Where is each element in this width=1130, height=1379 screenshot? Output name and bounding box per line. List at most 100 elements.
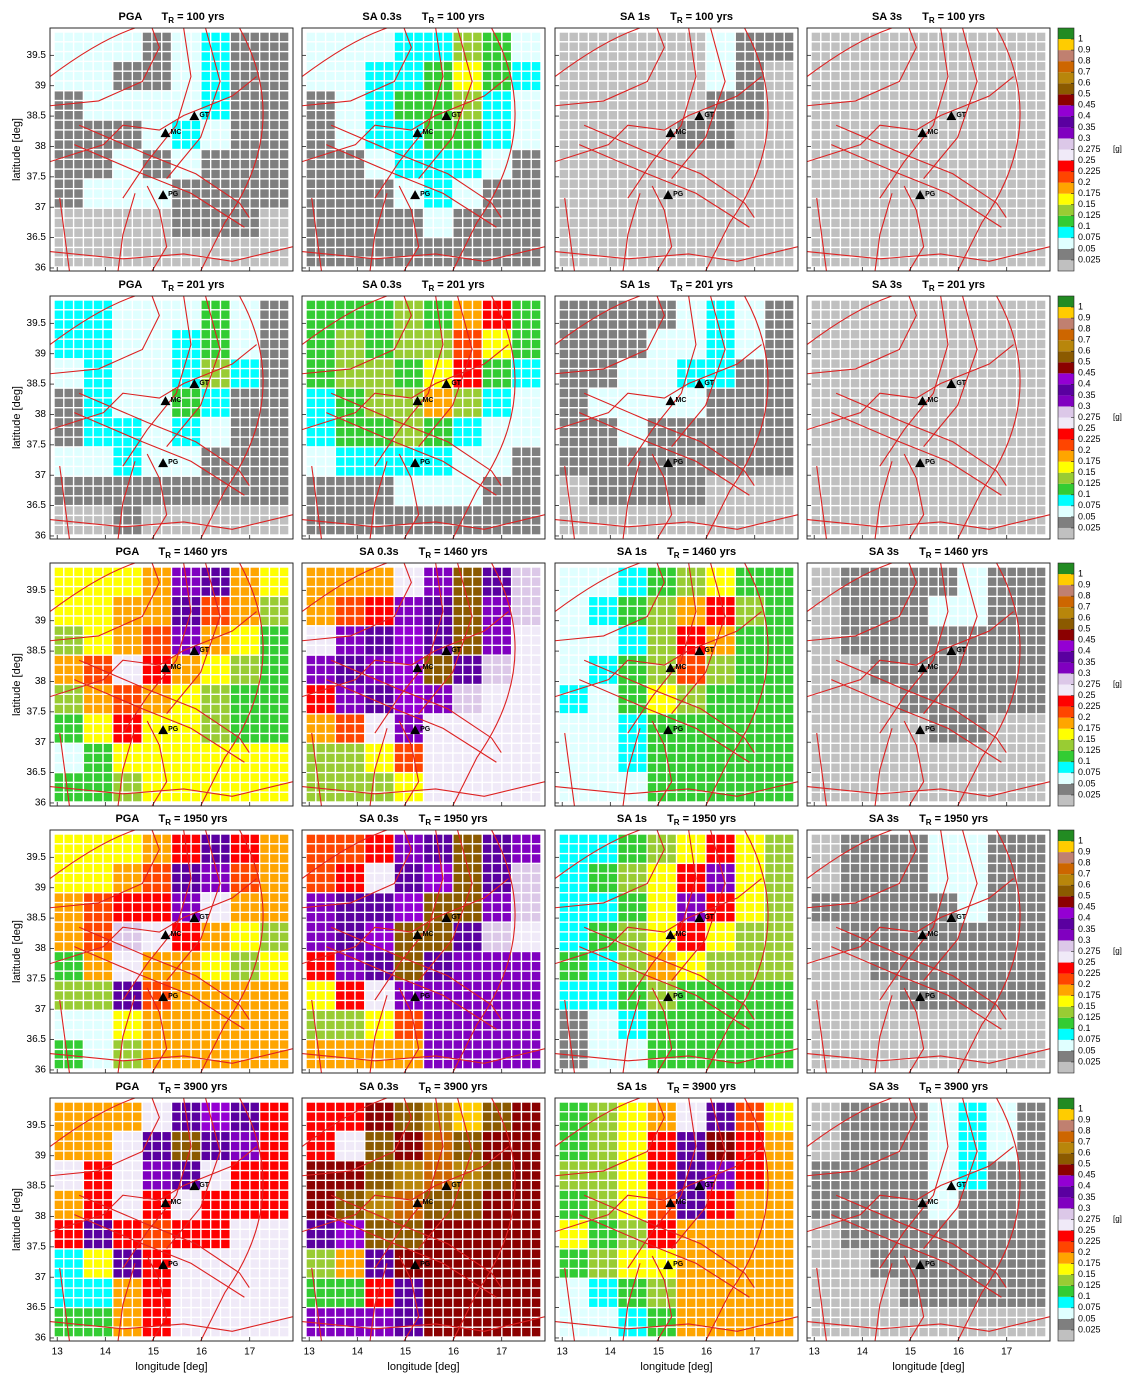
grid-cell bbox=[609, 457, 617, 465]
grid-cell bbox=[841, 448, 849, 456]
grid-cell bbox=[113, 607, 121, 615]
grid-cell bbox=[395, 258, 403, 266]
grid-cell bbox=[658, 438, 666, 446]
grid-cell bbox=[133, 248, 141, 256]
grid-cell bbox=[998, 91, 1006, 99]
grid-cell bbox=[414, 170, 422, 178]
grid-cell bbox=[454, 438, 462, 446]
grid-cell bbox=[939, 121, 947, 129]
grid-cell bbox=[726, 219, 734, 227]
grid-cell bbox=[949, 199, 957, 207]
grid-cell bbox=[812, 72, 820, 80]
grid-cell bbox=[270, 131, 278, 139]
grid-cell bbox=[385, 428, 393, 436]
grid-cell bbox=[522, 359, 530, 367]
grid-cell bbox=[599, 101, 607, 109]
grid-cell bbox=[968, 189, 976, 197]
grid-cell bbox=[667, 82, 675, 90]
grid-cell bbox=[493, 62, 501, 70]
grid-cell bbox=[55, 160, 63, 168]
grid-cell bbox=[385, 330, 393, 338]
grid-cell bbox=[133, 399, 141, 407]
grid-cell bbox=[560, 219, 568, 227]
grid-cell bbox=[454, 506, 462, 514]
grid-cell bbox=[667, 438, 675, 446]
grid-cell bbox=[405, 238, 413, 246]
y-tick-label: 38 bbox=[35, 409, 47, 420]
grid-cell bbox=[929, 82, 937, 90]
grid-cell bbox=[326, 121, 334, 129]
grid-cell bbox=[949, 131, 957, 139]
grid-cell bbox=[424, 229, 432, 237]
grid-cell bbox=[841, 52, 849, 60]
grid-cell bbox=[55, 301, 63, 309]
grid-cell bbox=[162, 568, 170, 576]
grid-cell bbox=[998, 52, 1006, 60]
grid-cell bbox=[221, 497, 229, 505]
grid-cell bbox=[280, 82, 288, 90]
grid-cell bbox=[821, 448, 829, 456]
grid-cell bbox=[55, 140, 63, 148]
grid-cell bbox=[104, 448, 112, 456]
grid-cell bbox=[385, 131, 393, 139]
grid-cell bbox=[143, 52, 151, 60]
grid-cell bbox=[910, 229, 918, 237]
grid-cell bbox=[929, 229, 937, 237]
grid-cell bbox=[589, 258, 597, 266]
grid-cell bbox=[231, 506, 239, 514]
grid-cell bbox=[638, 140, 646, 148]
grid-cell bbox=[64, 320, 72, 328]
grid-cell bbox=[503, 477, 511, 485]
grid-cell bbox=[910, 310, 918, 318]
grid-cell bbox=[929, 219, 937, 227]
grid-cell bbox=[707, 428, 715, 436]
grid-cell bbox=[890, 399, 898, 407]
grid-cell bbox=[939, 72, 947, 80]
grid-cell bbox=[707, 219, 715, 227]
grid-cell bbox=[395, 379, 403, 387]
grid-cell bbox=[307, 359, 315, 367]
grid-cell bbox=[493, 52, 501, 60]
grid-cell bbox=[241, 607, 249, 615]
grid-cell bbox=[260, 301, 268, 309]
grid-cell bbox=[395, 399, 403, 407]
grid-cell bbox=[861, 477, 869, 485]
grid-cell bbox=[94, 101, 102, 109]
grid-cell bbox=[395, 359, 403, 367]
grid-cell bbox=[444, 448, 452, 456]
grid-cell bbox=[579, 428, 587, 436]
grid-cell bbox=[64, 199, 72, 207]
grid-cell bbox=[861, 497, 869, 505]
grid-cell bbox=[599, 229, 607, 237]
grid-cell bbox=[483, 33, 491, 41]
grid-cell bbox=[104, 526, 112, 534]
grid-cell bbox=[765, 121, 773, 129]
grid-cell bbox=[493, 150, 501, 158]
grid-cell bbox=[697, 330, 705, 338]
grid-cell bbox=[463, 418, 471, 426]
grid-cell bbox=[900, 301, 908, 309]
grid-cell bbox=[841, 457, 849, 465]
grid-cell bbox=[434, 209, 442, 217]
grid-cell bbox=[241, 418, 249, 426]
grid-cell bbox=[861, 506, 869, 514]
grid-cell bbox=[765, 219, 773, 227]
grid-cell bbox=[861, 180, 869, 188]
grid-cell bbox=[280, 52, 288, 60]
grid-cell bbox=[133, 42, 141, 50]
grid-cell bbox=[405, 379, 413, 387]
grid-cell bbox=[919, 33, 927, 41]
grid-cell bbox=[821, 170, 829, 178]
grid-cell bbox=[707, 350, 715, 358]
grid-cell bbox=[55, 607, 63, 615]
grid-cell bbox=[336, 160, 344, 168]
grid-cell bbox=[512, 418, 520, 426]
title-tr-subscript: R bbox=[428, 16, 434, 25]
grid-cell bbox=[910, 340, 918, 348]
grid-cell bbox=[64, 626, 72, 634]
grid-cell bbox=[560, 438, 568, 446]
grid-cell bbox=[316, 448, 324, 456]
grid-cell bbox=[939, 477, 947, 485]
grid-cell bbox=[84, 340, 92, 348]
grid-cell bbox=[463, 160, 471, 168]
